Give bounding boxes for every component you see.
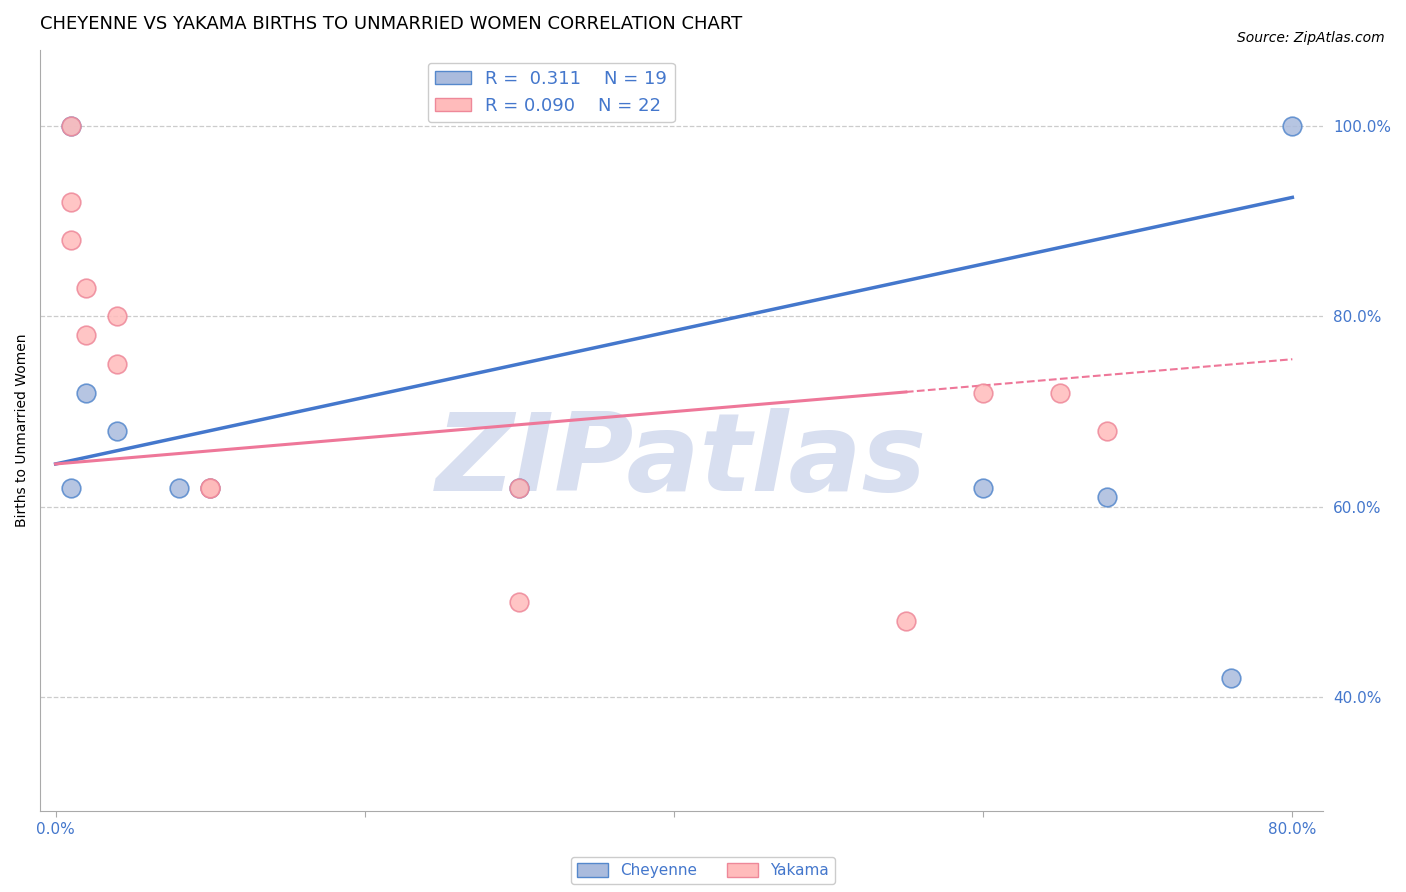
Text: ZIPatlas: ZIPatlas [436, 409, 927, 514]
Text: Source: ZipAtlas.com: Source: ZipAtlas.com [1237, 31, 1385, 45]
Point [76, 281, 98, 295]
Point [60, 119, 83, 133]
Point [198, 481, 221, 495]
Point [60, 233, 83, 247]
Point [60, 481, 83, 495]
Legend: Cheyenne, Yakama: Cheyenne, Yakama [571, 857, 835, 884]
Point [1219, 671, 1241, 685]
Point [107, 424, 129, 438]
Point [508, 595, 530, 609]
Point [167, 481, 190, 495]
Legend: R =  0.311    N = 19, R = 0.090    N = 22: R = 0.311 N = 19, R = 0.090 N = 22 [427, 62, 675, 122]
Point [76, 328, 98, 343]
Point [1095, 490, 1118, 504]
Point [508, 481, 530, 495]
Point [60, 119, 83, 133]
Point [894, 614, 917, 628]
Point [1281, 119, 1303, 133]
Point [107, 310, 129, 324]
Point [198, 481, 221, 495]
Point [972, 481, 994, 495]
Point [107, 357, 129, 371]
Point [1095, 424, 1118, 438]
Point [1049, 385, 1071, 400]
Text: CHEYENNE VS YAKAMA BIRTHS TO UNMARRIED WOMEN CORRELATION CHART: CHEYENNE VS YAKAMA BIRTHS TO UNMARRIED W… [41, 15, 742, 33]
Point [60, 195, 83, 210]
Point [76, 385, 98, 400]
Y-axis label: Births to Unmarried Women: Births to Unmarried Women [15, 334, 30, 527]
Point [972, 385, 994, 400]
Point [508, 481, 530, 495]
Point [198, 481, 221, 495]
